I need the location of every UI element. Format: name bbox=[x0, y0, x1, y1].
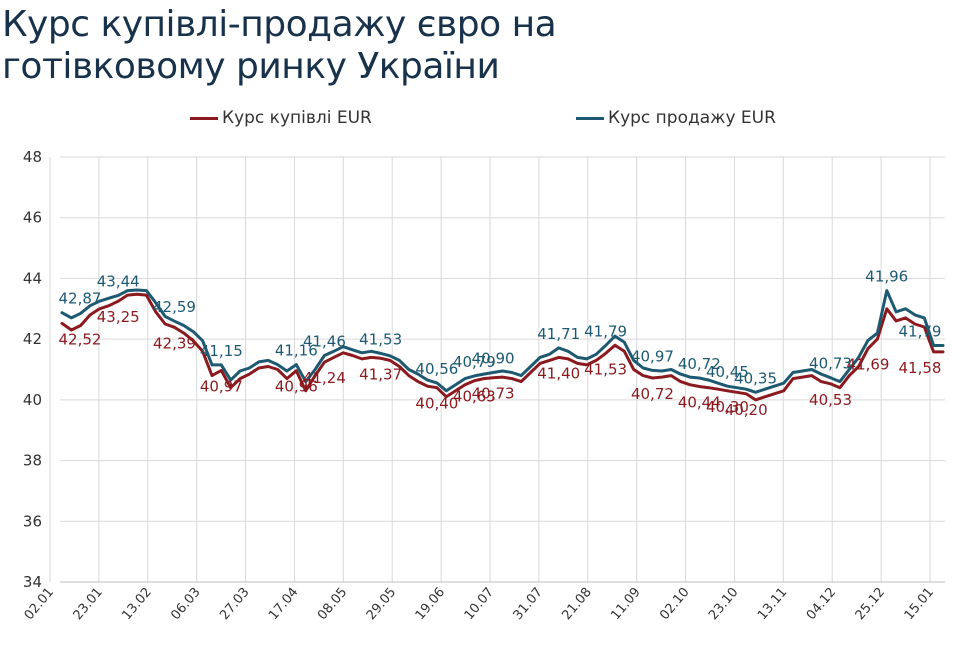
legend-label-sell: Курс продажу EUR bbox=[608, 108, 776, 128]
data-label-sell: 40,73 bbox=[809, 355, 852, 373]
data-label-buy: 40,63 bbox=[453, 388, 496, 406]
x-tick-label: 10.07 bbox=[462, 585, 497, 623]
data-label-sell: 40,97 bbox=[631, 347, 674, 365]
data-label-sell: 40,72 bbox=[678, 355, 721, 373]
data-label-buy: 41,53 bbox=[584, 360, 627, 378]
y-tick-label: 40 bbox=[23, 391, 42, 409]
data-label-buy: 42,39 bbox=[153, 334, 196, 352]
data-label-buy: 40,44 bbox=[678, 394, 721, 412]
data-label-sell: 42,87 bbox=[59, 290, 102, 308]
x-tick-label: 27.03 bbox=[217, 585, 252, 623]
legend-swatch-buy bbox=[190, 116, 218, 120]
data-label-buy: 43,25 bbox=[97, 308, 140, 326]
chart-title: Курс купівлі-продажу євро на готівковому… bbox=[2, 4, 557, 87]
data-label-sell: 40,90 bbox=[472, 350, 515, 368]
x-tick-label: 15.01 bbox=[902, 585, 937, 623]
data-label-sell: 41,15 bbox=[200, 342, 243, 360]
x-tick-label: 17.04 bbox=[266, 585, 301, 623]
x-tick-label: 04.12 bbox=[804, 585, 839, 623]
y-tick-label: 48 bbox=[23, 148, 42, 166]
data-label-sell: 42,59 bbox=[153, 298, 196, 316]
x-tick-label: 19.06 bbox=[413, 585, 448, 623]
series-line-sell bbox=[60, 288, 945, 394]
x-tick-label: 23.10 bbox=[706, 585, 741, 623]
x-tick-label: 13.02 bbox=[119, 585, 154, 623]
legend-item-sell: Курс продажу EUR bbox=[576, 108, 776, 128]
data-label-sell: 41,79 bbox=[584, 323, 627, 341]
data-label-buy: 40,40 bbox=[415, 395, 458, 413]
x-tick-label: 02.10 bbox=[657, 585, 692, 623]
data-label-sell: 40,35 bbox=[734, 369, 777, 387]
x-tick-label: 11.09 bbox=[608, 585, 643, 623]
data-label-sell: 41,16 bbox=[275, 342, 318, 360]
y-tick-label: 38 bbox=[23, 452, 42, 470]
x-tick-label: 31.07 bbox=[511, 585, 546, 623]
data-label-buy: 40,20 bbox=[725, 401, 768, 419]
x-tick-label: 21.08 bbox=[559, 585, 594, 623]
y-tick-label: 46 bbox=[23, 209, 42, 227]
data-label-sell: 40,45 bbox=[706, 363, 749, 381]
series-line-buy bbox=[60, 292, 945, 402]
data-label-sell: 41,71 bbox=[537, 325, 580, 343]
legend-swatch-sell bbox=[576, 116, 604, 120]
legend-item-buy: Курс купівлі EUR bbox=[190, 108, 372, 128]
data-label-sell: 41,46 bbox=[303, 333, 346, 351]
x-tick-label: 08.05 bbox=[315, 585, 350, 623]
y-tick-label: 34 bbox=[23, 573, 42, 591]
data-label-buy: 41,58 bbox=[899, 359, 942, 377]
data-label-buy: 41,69 bbox=[847, 356, 890, 374]
data-label-sell: 41,96 bbox=[865, 268, 908, 286]
y-tick-label: 44 bbox=[23, 269, 42, 287]
data-label-sell: 41,79 bbox=[899, 323, 942, 341]
legend-label-buy: Курс купівлі EUR bbox=[222, 108, 372, 128]
y-tick-label: 42 bbox=[23, 330, 42, 348]
data-label-buy: 40,97 bbox=[200, 377, 243, 395]
data-label-buy: 41,40 bbox=[537, 364, 580, 382]
data-label-sell: 40,79 bbox=[453, 353, 496, 371]
data-label-buy: 40,96 bbox=[275, 378, 318, 396]
data-label-buy: 40,30 bbox=[706, 398, 749, 416]
data-label-buy: 41,24 bbox=[303, 369, 346, 387]
data-label-sell: 41,53 bbox=[359, 330, 402, 348]
data-label-buy: 41,37 bbox=[359, 365, 402, 383]
x-tick-label: 29.05 bbox=[364, 585, 399, 623]
x-tick-label: 06.03 bbox=[168, 585, 203, 623]
data-label-buy: 40,72 bbox=[631, 385, 674, 403]
data-label-buy: 40,53 bbox=[809, 391, 852, 409]
chart-legend: Курс купівлі EUR Курс продажу EUR bbox=[0, 108, 980, 132]
x-tick-label: 13.11 bbox=[755, 585, 790, 623]
data-label-buy: 40,73 bbox=[472, 385, 515, 403]
y-tick-label: 36 bbox=[23, 512, 42, 530]
data-label-sell: 43,44 bbox=[97, 272, 140, 290]
x-tick-label: 25.12 bbox=[853, 585, 888, 623]
data-label-buy: 42,52 bbox=[59, 330, 102, 348]
x-tick-label: 23.01 bbox=[71, 585, 106, 623]
data-label-sell: 40,56 bbox=[415, 360, 458, 378]
